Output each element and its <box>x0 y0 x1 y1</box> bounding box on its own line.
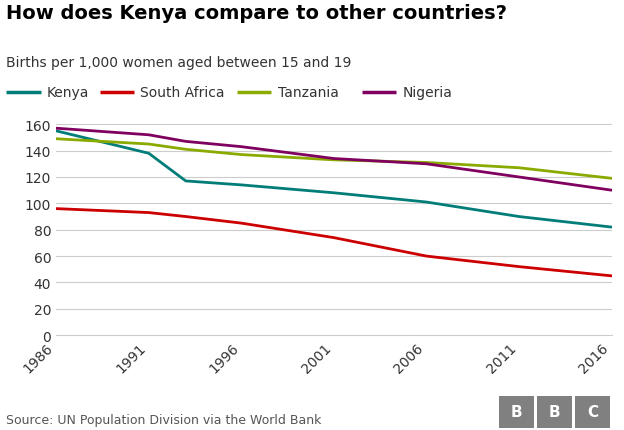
Text: Source: UN Population Division via the World Bank: Source: UN Population Division via the W… <box>6 413 321 426</box>
Text: South Africa: South Africa <box>140 86 225 99</box>
Text: How does Kenya compare to other countries?: How does Kenya compare to other countrie… <box>6 4 507 23</box>
Text: Tanzania: Tanzania <box>278 86 339 99</box>
Text: Births per 1,000 women aged between 15 and 19: Births per 1,000 women aged between 15 a… <box>6 56 351 70</box>
Text: B: B <box>549 404 560 419</box>
Text: C: C <box>587 404 598 419</box>
Text: B: B <box>511 404 522 419</box>
Text: Nigeria: Nigeria <box>402 86 452 99</box>
Text: Kenya: Kenya <box>47 86 89 99</box>
